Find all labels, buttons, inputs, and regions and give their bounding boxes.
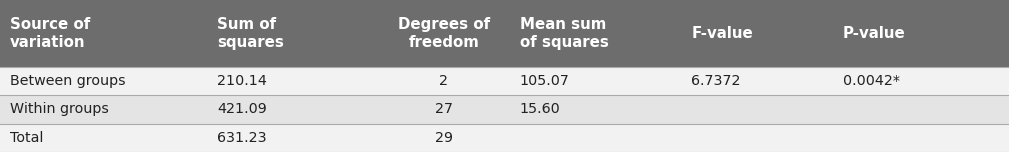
Text: 15.60: 15.60: [520, 102, 560, 116]
Text: 2: 2: [440, 74, 448, 88]
Text: F-value: F-value: [691, 26, 753, 41]
Text: Degrees of
freedom: Degrees of freedom: [398, 17, 490, 50]
Text: P-value: P-value: [843, 26, 905, 41]
Bar: [0, 0, 1009, 67]
Text: 29: 29: [435, 131, 453, 145]
Bar: [0, 95, 1009, 124]
Bar: [0, 124, 1009, 152]
Text: Total: Total: [10, 131, 43, 145]
Text: 0.0042*: 0.0042*: [843, 74, 899, 88]
Text: 6.7372: 6.7372: [691, 74, 741, 88]
Text: Within groups: Within groups: [10, 102, 109, 116]
Bar: [0, 67, 1009, 95]
Text: Source of
variation: Source of variation: [10, 17, 91, 50]
Text: 421.09: 421.09: [217, 102, 266, 116]
Text: Sum of
squares: Sum of squares: [217, 17, 284, 50]
Text: 105.07: 105.07: [520, 74, 569, 88]
Text: Between groups: Between groups: [10, 74, 126, 88]
Text: 27: 27: [435, 102, 453, 116]
Text: 210.14: 210.14: [217, 74, 266, 88]
Text: 631.23: 631.23: [217, 131, 266, 145]
Text: Mean sum
of squares: Mean sum of squares: [520, 17, 608, 50]
